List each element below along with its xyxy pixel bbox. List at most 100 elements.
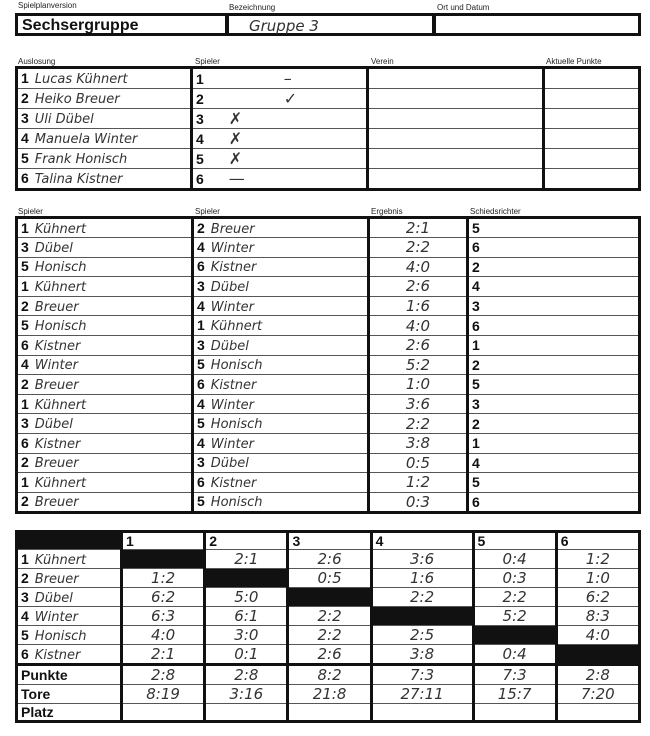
score-cell[interactable]: 0:1 bbox=[203, 644, 289, 665]
totals-cell[interactable] bbox=[554, 703, 641, 722]
club-cell[interactable] bbox=[367, 128, 545, 149]
score-cell[interactable]: 0:4 bbox=[471, 644, 557, 665]
referee-cell[interactable]: 2 bbox=[467, 256, 640, 278]
score-cell[interactable]: 1:0 bbox=[554, 568, 641, 588]
result-cell[interactable]: 2:2 bbox=[368, 413, 469, 434]
referee-cell[interactable]: 5 bbox=[467, 472, 640, 493]
place-date-field[interactable] bbox=[433, 13, 641, 36]
totals-cell[interactable] bbox=[286, 703, 372, 722]
score-cell[interactable]: 6:2 bbox=[554, 587, 641, 607]
totals-cell[interactable]: 7:20 bbox=[554, 684, 641, 704]
result-cell[interactable]: 4:0 bbox=[368, 256, 469, 278]
result-cell[interactable]: 1:2 bbox=[368, 472, 469, 493]
totals-cell[interactable]: 8:19 bbox=[119, 684, 206, 704]
score-cell[interactable]: 2:2 bbox=[369, 587, 474, 607]
draw-name-cell[interactable]: 1 Lucas Kühnert bbox=[16, 67, 193, 89]
referee-cell[interactable]: 6 bbox=[467, 491, 640, 513]
draw-name-cell[interactable]: 5 Frank Honisch bbox=[16, 148, 193, 169]
referee-cell[interactable]: 3 bbox=[467, 295, 640, 317]
totals-cell[interactable] bbox=[369, 703, 474, 722]
player-cell[interactable]: 2 ✓ bbox=[191, 88, 369, 109]
score-cell[interactable]: 2:1 bbox=[203, 549, 289, 569]
score-cell[interactable]: 4:0 bbox=[554, 625, 641, 645]
player1-cell[interactable]: 2 Breuer bbox=[16, 452, 194, 474]
player-cell[interactable]: 6— bbox=[191, 168, 369, 190]
player2-cell[interactable]: 5 Honisch bbox=[192, 354, 370, 376]
referee-cell[interactable]: 6 bbox=[467, 315, 640, 336]
player1-cell[interactable]: 3 Dübel bbox=[16, 237, 194, 258]
result-cell[interactable]: 0:3 bbox=[368, 491, 469, 513]
totals-cell[interactable]: 2:8 bbox=[554, 664, 641, 685]
player2-cell[interactable]: 6 Kistner bbox=[192, 374, 370, 395]
club-cell[interactable] bbox=[367, 148, 545, 169]
result-cell[interactable]: 3:6 bbox=[368, 393, 469, 415]
player-cell[interactable]: 5 ✗ bbox=[191, 148, 369, 169]
referee-cell[interactable]: 1 bbox=[467, 334, 640, 356]
referee-cell[interactable]: 4 bbox=[467, 276, 640, 297]
player1-cell[interactable]: 5 Honisch bbox=[16, 256, 194, 278]
group-name-field[interactable]: Gruppe 3 bbox=[226, 13, 435, 36]
row-player-cell[interactable]: 1 Kühnert bbox=[16, 549, 122, 569]
player1-cell[interactable]: 5 Honisch bbox=[16, 315, 194, 336]
totals-cell[interactable] bbox=[119, 703, 206, 722]
score-cell[interactable]: 4:0 bbox=[119, 625, 206, 645]
club-cell[interactable] bbox=[367, 67, 545, 89]
score-cell[interactable]: 2:1 bbox=[119, 644, 206, 665]
score-cell[interactable]: 1:2 bbox=[554, 549, 641, 569]
totals-cell[interactable]: 8:2 bbox=[286, 664, 372, 685]
result-cell[interactable]: 1:6 bbox=[368, 295, 469, 317]
points-cell[interactable] bbox=[543, 168, 640, 190]
result-cell[interactable]: 2:6 bbox=[368, 334, 469, 356]
player2-cell[interactable]: 5 Honisch bbox=[192, 413, 370, 434]
draw-name-cell[interactable]: 3 Uli Dübel bbox=[16, 108, 193, 129]
row-player-cell[interactable]: 6 Kistner bbox=[16, 644, 122, 665]
referee-cell[interactable]: 5 bbox=[467, 217, 640, 238]
score-cell[interactable]: 0:3 bbox=[471, 568, 557, 588]
player2-cell[interactable]: 3 Dübel bbox=[192, 334, 370, 356]
player1-cell[interactable]: 1 Kühnert bbox=[16, 276, 194, 297]
score-cell[interactable]: 0:5 bbox=[286, 568, 372, 588]
player2-cell[interactable]: 6 Kistner bbox=[192, 472, 370, 493]
score-cell[interactable]: 8:3 bbox=[554, 606, 641, 626]
referee-cell[interactable]: 3 bbox=[467, 393, 640, 415]
player-cell[interactable]: 1– bbox=[191, 67, 369, 89]
score-cell[interactable]: 2:2 bbox=[471, 587, 557, 607]
club-cell[interactable] bbox=[367, 108, 545, 129]
club-cell[interactable] bbox=[367, 168, 545, 190]
totals-cell[interactable]: 15:7 bbox=[471, 684, 557, 704]
result-cell[interactable]: 5:2 bbox=[368, 354, 469, 376]
score-cell[interactable]: 5:2 bbox=[471, 606, 557, 626]
referee-cell[interactable]: 4 bbox=[467, 452, 640, 474]
points-cell[interactable] bbox=[543, 128, 640, 149]
row-player-cell[interactable]: 5 Honisch bbox=[16, 625, 122, 645]
player2-cell[interactable]: 4 Winter bbox=[192, 295, 370, 317]
player1-cell[interactable]: 1 Kühnert bbox=[16, 472, 194, 493]
result-cell[interactable]: 2:6 bbox=[368, 276, 469, 297]
points-cell[interactable] bbox=[543, 148, 640, 169]
points-cell[interactable] bbox=[543, 108, 640, 129]
points-cell[interactable] bbox=[543, 67, 640, 89]
score-cell[interactable]: 2:5 bbox=[369, 625, 474, 645]
score-cell[interactable]: 2:2 bbox=[286, 625, 372, 645]
player1-cell[interactable]: 2 Breuer bbox=[16, 491, 194, 513]
player1-cell[interactable]: 1 Kühnert bbox=[16, 217, 194, 238]
totals-cell[interactable]: 27:11 bbox=[369, 684, 474, 704]
score-cell[interactable]: 2:6 bbox=[286, 644, 372, 665]
result-cell[interactable]: 4:0 bbox=[368, 315, 469, 336]
draw-name-cell[interactable]: 4 Manuela Winter bbox=[16, 128, 193, 149]
row-player-cell[interactable]: 3 Dübel bbox=[16, 587, 122, 607]
player2-cell[interactable]: 4 Winter bbox=[192, 237, 370, 258]
player2-cell[interactable]: 1 Kühnert bbox=[192, 315, 370, 336]
totals-cell[interactable]: 2:8 bbox=[203, 664, 289, 685]
score-cell[interactable]: 6:3 bbox=[119, 606, 206, 626]
player1-cell[interactable]: 6 Kistner bbox=[16, 334, 194, 356]
score-cell[interactable]: 1:6 bbox=[369, 568, 474, 588]
player1-cell[interactable]: 2 Breuer bbox=[16, 295, 194, 317]
result-cell[interactable]: 0:5 bbox=[368, 452, 469, 474]
player-cell[interactable]: 4 ✗ bbox=[191, 128, 369, 149]
referee-cell[interactable]: 1 bbox=[467, 432, 640, 454]
player2-cell[interactable]: 6 Kistner bbox=[192, 256, 370, 278]
referee-cell[interactable]: 6 bbox=[467, 237, 640, 258]
player2-cell[interactable]: 4 Winter bbox=[192, 432, 370, 454]
player1-cell[interactable]: 3 Dübel bbox=[16, 413, 194, 434]
